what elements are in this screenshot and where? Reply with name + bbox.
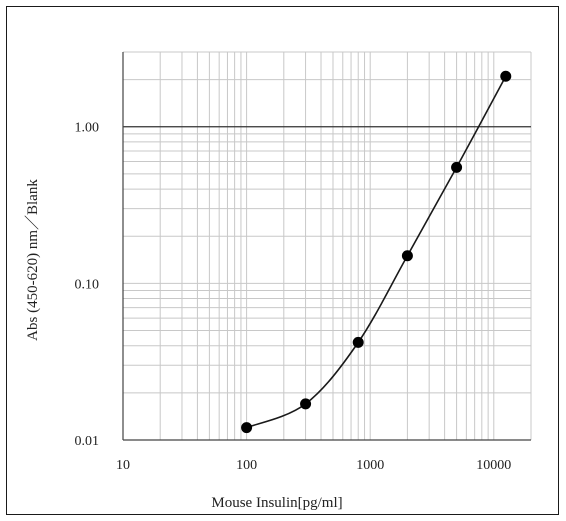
x-tick-label: 1000	[356, 458, 384, 473]
y-tick-label: 1.00	[75, 121, 100, 136]
data-point	[401, 250, 413, 262]
data-point	[300, 398, 312, 410]
chart-frame: 10 100 1000 10000 0.01 0.10 1.00 Mouse Insulin…	[6, 6, 559, 515]
data-point	[500, 70, 512, 82]
data-point	[352, 336, 364, 348]
axes	[122, 52, 531, 441]
grid-lines	[122, 51, 532, 441]
standard-curve-line	[246, 75, 507, 429]
x-tick-label: 10	[116, 458, 130, 473]
x-axis-title: Mouse Insulin[pg/ml]	[211, 495, 342, 511]
series-layer	[241, 70, 512, 434]
x-tick-label: 10000	[476, 458, 511, 473]
x-tick-label: 100	[236, 458, 257, 473]
data-point	[241, 422, 253, 434]
y-axis-title: Abs (450-620) nm／Blank	[24, 179, 41, 341]
y-tick-label: 0.10	[75, 277, 100, 292]
y-tick-label: 0.01	[75, 434, 100, 449]
data-point	[451, 161, 463, 173]
tick-labels: 10 100 1000 10000 0.01 0.10 1.00	[75, 121, 512, 473]
chart-svg: 10 100 1000 10000 0.01 0.10 1.00 Mouse Insulin…	[24, 51, 532, 511]
